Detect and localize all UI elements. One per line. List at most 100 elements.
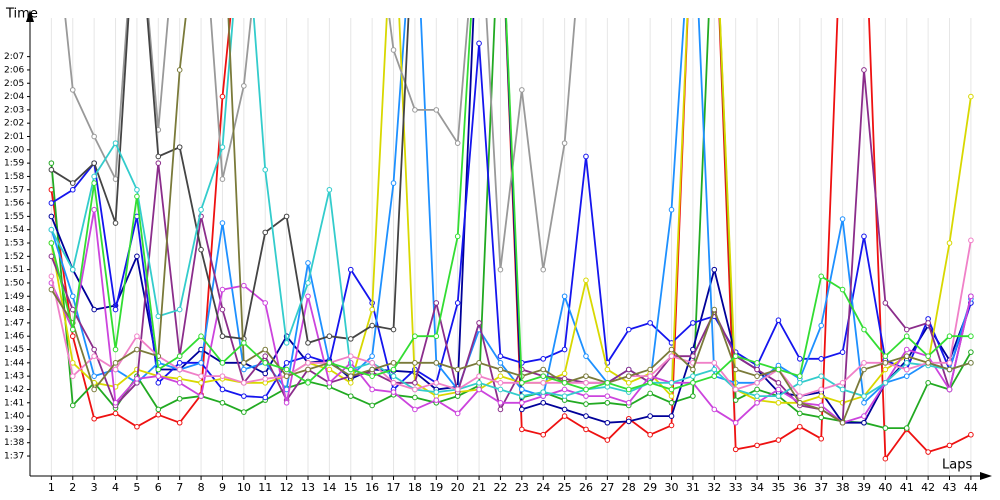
point: [668, 393, 675, 399]
point: [112, 410, 119, 417]
point: [647, 320, 653, 326]
point: [476, 386, 482, 393]
y-tick-label: 1:52: [4, 252, 24, 262]
x-tick-label: 21: [472, 481, 486, 494]
point: [347, 380, 354, 386]
point: [497, 366, 504, 373]
point: [48, 166, 55, 173]
point: [198, 206, 204, 213]
point: [861, 399, 867, 406]
point: [198, 333, 204, 340]
point: [91, 346, 97, 353]
point: [690, 380, 696, 386]
point: [540, 373, 547, 379]
point: [283, 340, 290, 346]
x-tick-label: 7: [176, 481, 183, 494]
x-tick-label: 2: [69, 481, 76, 494]
point: [861, 413, 867, 419]
point: [69, 306, 76, 313]
point: [241, 366, 247, 373]
point: [561, 346, 568, 353]
point: [112, 346, 119, 353]
point: [583, 153, 589, 160]
x-tick-label: 23: [515, 481, 529, 494]
y-tick-label: 1:55: [4, 212, 24, 222]
point: [561, 393, 568, 399]
point: [198, 373, 204, 379]
point: [732, 353, 739, 359]
point: [519, 399, 525, 406]
point: [326, 186, 333, 193]
point: [69, 87, 76, 93]
point: [561, 370, 568, 377]
point: [48, 226, 55, 233]
point: [711, 266, 718, 273]
point: [476, 380, 482, 386]
x-tick-label: 28: [622, 481, 636, 494]
point: [775, 366, 782, 373]
point: [925, 360, 931, 366]
x-tick-label: 9: [219, 481, 226, 494]
point: [861, 366, 867, 373]
point: [647, 413, 653, 419]
point: [347, 336, 354, 342]
point: [390, 360, 397, 366]
point: [882, 360, 889, 366]
point: [540, 431, 547, 438]
x-tick-label: 15: [344, 481, 358, 494]
point: [690, 373, 696, 379]
y-tick-label: 1:41: [4, 398, 24, 408]
point: [711, 306, 718, 313]
point: [390, 373, 397, 379]
point: [647, 366, 653, 373]
y-tick-label: 2:04: [4, 92, 24, 102]
point: [540, 266, 547, 273]
x-tick-label: 33: [729, 481, 743, 494]
y-tick-label: 1:48: [4, 305, 24, 315]
point: [647, 390, 653, 397]
point: [625, 326, 632, 333]
point: [176, 144, 183, 150]
point: [775, 437, 782, 443]
point: [219, 399, 226, 406]
point: [134, 423, 140, 430]
point: [946, 333, 953, 340]
point: [583, 277, 589, 284]
point: [946, 386, 953, 393]
point: [369, 366, 375, 373]
x-tick-label: 13: [301, 481, 315, 494]
point: [283, 213, 290, 220]
point: [583, 393, 589, 399]
y-tick-label: 1:44: [4, 358, 24, 368]
point: [732, 366, 739, 373]
point: [540, 380, 547, 386]
point: [861, 233, 867, 240]
y-tick-label: 2:07: [4, 52, 24, 62]
x-tick-label: 4: [112, 481, 119, 494]
point: [561, 140, 568, 146]
point: [711, 406, 718, 413]
point: [754, 366, 760, 373]
point: [604, 380, 611, 386]
point: [176, 67, 183, 73]
point: [390, 47, 397, 53]
point: [882, 353, 889, 359]
point: [882, 366, 889, 373]
point: [134, 333, 140, 340]
x-tick-label: 8: [198, 481, 205, 494]
x-tick-label: 14: [322, 481, 336, 494]
x-tick-label: 19: [429, 481, 443, 494]
point: [369, 402, 375, 409]
point: [176, 360, 183, 366]
point: [219, 93, 226, 100]
point: [754, 360, 760, 366]
point: [903, 346, 910, 353]
point: [519, 426, 525, 433]
y-axis-title: Time: [5, 7, 38, 22]
point: [604, 366, 611, 373]
point: [497, 380, 504, 386]
point: [561, 380, 568, 386]
point: [775, 317, 782, 324]
point: [583, 380, 589, 386]
point: [519, 380, 525, 386]
